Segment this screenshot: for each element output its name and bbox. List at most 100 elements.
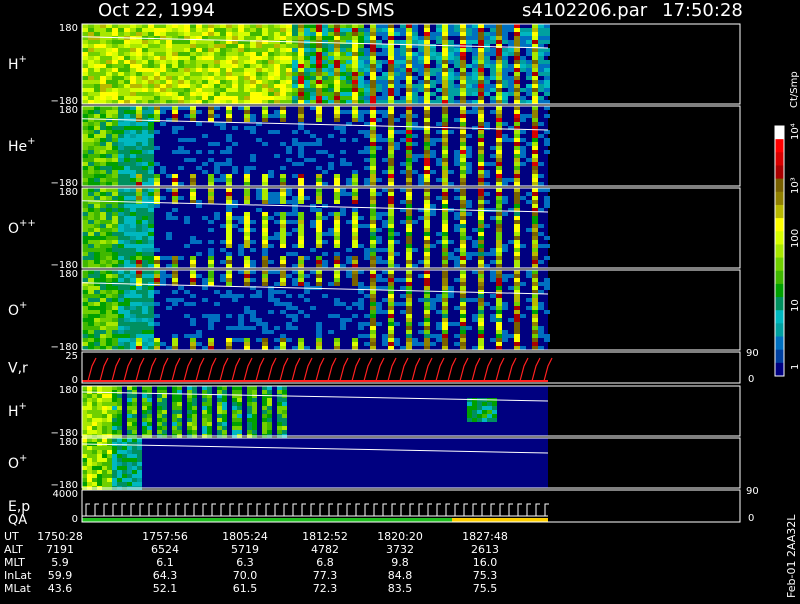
colorbar-tick: 1 — [790, 364, 800, 370]
panel-frame — [81, 437, 741, 489]
panel-o-plus — [81, 270, 550, 350]
ephem-row-label: InLat — [4, 569, 32, 582]
panel-label: H+ — [8, 401, 27, 420]
ephem-cell: 4782 — [311, 543, 339, 556]
panel-o-plus-2 — [81, 438, 549, 490]
y-tick-top: 180 — [59, 187, 78, 198]
colorbar-swatch — [775, 152, 784, 166]
pitch-angle-trace — [81, 36, 549, 49]
panel-frame — [81, 385, 741, 437]
panel-ep-qa — [82, 503, 549, 522]
right-tick-top: 90 — [746, 486, 759, 497]
ephem-cell: 1805:24 — [222, 530, 268, 543]
y-tick-bottom: −180 — [51, 428, 78, 439]
colorbar-tick: 10 — [790, 299, 800, 312]
colorbar-swatch — [775, 165, 784, 180]
y-tick-bottom: −180 — [51, 480, 78, 491]
colorbar-tick: 100 — [790, 229, 800, 248]
y-tick-bottom: 0 — [72, 375, 78, 386]
colorbar-label: Ct/Smp — [789, 71, 800, 108]
y-tick-bottom: −180 — [51, 260, 78, 271]
right-tick-top: 90 — [746, 348, 759, 359]
pitch-angle-trace — [81, 118, 549, 131]
colorbar-swatch — [775, 257, 784, 272]
ephem-cell: 5.9 — [51, 556, 69, 569]
panel-frame — [81, 187, 741, 269]
colorbar-swatch — [775, 297, 784, 311]
colorbar-swatch — [775, 336, 784, 351]
ephem-cell: 7191 — [46, 543, 74, 556]
y-tick-top: 180 — [59, 23, 78, 34]
ephem-cell: 6.1 — [156, 556, 174, 569]
pitch-angle-trace — [81, 282, 549, 295]
pitch-angle-trace — [81, 443, 549, 454]
panel-sublabel: QA — [8, 513, 27, 528]
y-tick-top: 180 — [59, 437, 78, 448]
ephem-cell: 59.9 — [48, 569, 73, 582]
panel-he-plus — [81, 106, 550, 186]
ephem-cell: 5719 — [231, 543, 259, 556]
panel-label: V,r — [8, 361, 28, 377]
ephem-cell: 61.5 — [233, 582, 258, 595]
ephem-cell: 1812:52 — [302, 530, 348, 543]
y-tick-top: 180 — [59, 269, 78, 280]
colorbar: 10⁴ 10³ 100 10 1 Ct/Smp — [774, 71, 800, 377]
y-tick-bottom: −180 — [51, 178, 78, 189]
colorbar-swatch — [775, 204, 784, 219]
colorbar-tick: 10⁴ — [790, 123, 800, 140]
ephem-cell: 1750:28 — [37, 530, 83, 543]
panel-o-plusplus — [81, 188, 550, 268]
header-time: 17:50:28 — [662, 0, 743, 21]
panel-h-plus — [81, 24, 550, 104]
y-tick-bottom: −180 — [51, 342, 78, 353]
panel-label: O+ — [8, 300, 27, 319]
ephem-row-label: ALT — [4, 543, 23, 556]
qa-bar-warn — [452, 518, 548, 522]
panel-vr — [82, 352, 553, 383]
header-instrument: EXOS-D SMS — [282, 0, 395, 21]
ephem-row-label: UT — [4, 530, 19, 543]
ephem-cell: 6.3 — [236, 556, 254, 569]
ephem-cell: 72.3 — [313, 582, 338, 595]
panel-frame — [81, 351, 741, 384]
y-tick-top: 25 — [65, 351, 78, 362]
ephem-cell: 83.5 — [388, 582, 413, 595]
ephem-cell: 1827:48 — [462, 530, 508, 543]
header-date: Oct 22, 1994 — [98, 0, 215, 21]
ephem-cell: 43.6 — [48, 582, 73, 595]
colorbar-swatch — [775, 178, 784, 193]
colorbar-swatch — [775, 231, 784, 245]
colorbar-swatch — [775, 139, 784, 153]
ephem-cell: 75.3 — [473, 569, 498, 582]
y-tick-top: 4000 — [53, 489, 78, 500]
colorbar-swatch — [775, 283, 784, 298]
ephem-cell: 6.8 — [316, 556, 334, 569]
ephem-cell: 9.8 — [391, 556, 409, 569]
colorbar-swatch — [775, 310, 784, 324]
ephem-cell: 70.0 — [233, 569, 258, 582]
colorbar-swatch — [775, 191, 784, 206]
panel-label: O+ — [8, 453, 27, 472]
right-tick-bottom: 0 — [748, 374, 754, 385]
ephem-cell: 6524 — [151, 543, 179, 556]
colorbar-swatch — [775, 362, 784, 377]
colorbar-tick: 10³ — [790, 177, 800, 194]
ephem-cell: 2613 — [471, 543, 499, 556]
ephem-row-label: MLat — [4, 582, 31, 595]
ephem-cell: 52.1 — [153, 582, 178, 595]
colorbar-swatch — [775, 244, 784, 259]
pitch-angle-trace — [81, 200, 549, 213]
ephem-cell: 77.3 — [313, 569, 338, 582]
header-file: s4102206.par — [522, 0, 648, 21]
ephem-cell: 64.3 — [153, 569, 178, 582]
ephem-cell: 16.0 — [473, 556, 498, 569]
panel-label: He+ — [8, 136, 36, 155]
qa-bar-good — [82, 518, 452, 522]
ephem-cell: 1820:20 — [377, 530, 423, 543]
ephem-cell: 1757:56 — [142, 530, 188, 543]
panel-frame — [81, 105, 741, 187]
y-tick-bottom: 0 — [72, 514, 78, 525]
